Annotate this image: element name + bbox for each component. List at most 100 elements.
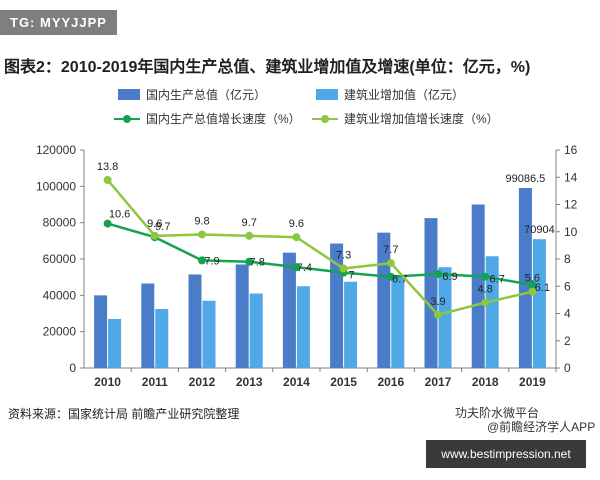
y-right-tick-label: 6 — [564, 279, 571, 293]
construction-bar — [438, 267, 452, 368]
watermark-url: www.bestimpression.net — [426, 440, 586, 468]
gdp-growth-line — [107, 222, 533, 287]
legend-label-con-bar: 建筑业增加值（亿元） — [344, 88, 465, 102]
gdp-bar — [424, 218, 438, 368]
construction-growth-point — [434, 310, 442, 319]
construction-growth-point — [481, 298, 490, 307]
gdp-growth-point — [386, 272, 395, 281]
legend-gdp-line: 国内生产总值增长速度（%） — [114, 110, 301, 127]
gdp-bar — [282, 252, 296, 368]
gdp-bar — [235, 264, 249, 368]
legend-label-gdp-line: 国内生产总值增长速度（%） — [146, 112, 301, 126]
construction-bar — [485, 256, 499, 368]
construction-growth-value-label: 9.7 — [242, 217, 257, 229]
y-right-tick-label: 2 — [564, 334, 571, 348]
gdp-growth-value-label: 6.1 — [535, 282, 550, 294]
construction-growth-line — [106, 179, 533, 317]
gdp-growth-point — [103, 219, 112, 228]
gdp-bar — [471, 204, 485, 368]
gdp-growth-value-label: 7 — [349, 270, 355, 282]
construction-growth-value-label: 9.7 — [155, 221, 170, 233]
gdp-growth-point — [434, 269, 442, 278]
x-tick-label: 2017 — [425, 375, 452, 389]
x-tick-label: 2011 — [142, 375, 168, 389]
construction-bar — [296, 286, 310, 368]
y-right-tick-label: 12 — [564, 198, 578, 212]
gdp-bar — [518, 187, 532, 368]
x-tick-label: 2015 — [330, 375, 357, 389]
y-right-tick-label: 0 — [564, 361, 571, 375]
x-tick-label: 2010 — [94, 375, 121, 389]
construction-growth-point — [150, 231, 159, 240]
gdp-growth-point — [292, 263, 301, 272]
construction-bar — [532, 239, 546, 368]
y-right-tick-label: 10 — [564, 225, 578, 239]
legend-con-line: 建筑业增加值增长速度（%） — [312, 110, 499, 127]
gdp-growth-point — [198, 256, 206, 265]
gdp-growth-value-label: 10.6 — [109, 209, 130, 221]
construction-growth-value-label: 9.8 — [194, 215, 209, 227]
legend-gdp-bar: 国内生产总值（亿元） — [118, 86, 266, 103]
y-left-tick-label: 100000 — [36, 179, 76, 193]
construction-growth-value-label: 9.6 — [289, 218, 304, 230]
construction-growth-value-label: 7.7 — [383, 244, 398, 256]
y-left-tick-label: 40000 — [43, 288, 77, 302]
construction-growth-point — [198, 230, 206, 239]
chart-title: 图表2：2010-2019年国内生产总值、建筑业增加值及增速(单位：亿元，%) — [4, 59, 531, 76]
bar-value-label: 70904 — [524, 224, 555, 236]
x-tick-label: 2014 — [283, 375, 310, 389]
construction-growth-point — [528, 287, 537, 296]
legend-con-bar: 建筑业增加值（亿元） — [316, 86, 464, 103]
x-tick-label: 2016 — [377, 375, 404, 389]
y-left-tick-label: 20000 — [43, 325, 77, 339]
construction-bar — [155, 308, 169, 368]
construction-bar — [391, 277, 405, 368]
construction-growth-point — [245, 231, 254, 240]
construction-growth-value-label: 4.8 — [478, 284, 493, 296]
construction-growth-value-label: 13.8 — [97, 161, 118, 173]
gdp-growth-value-label: 6.7 — [490, 274, 505, 286]
y-right-tick-label: 8 — [564, 252, 571, 266]
legend-swatch-gdp-bar — [118, 89, 140, 100]
source-note: 资料来源：国家统计局 前瞻产业研究院整理 — [8, 407, 240, 421]
y-left-tick-label: 120000 — [36, 143, 76, 157]
construction-bar — [108, 318, 122, 368]
legend-label-con-line: 建筑业增加值增长速度（%） — [344, 112, 499, 126]
gdp-growth-value-label: 7.9 — [204, 255, 219, 267]
construction-growth-point — [292, 233, 301, 242]
watermark-tag: TG: MYYJJPP — [0, 10, 117, 35]
x-tick-label: 2019 — [519, 375, 546, 389]
gdp-growth-point — [245, 257, 254, 266]
construction-growth-point — [386, 259, 395, 268]
construction-bar — [344, 281, 358, 368]
y-right-tick-label: 4 — [564, 307, 571, 321]
watermark-app: @前瞻经济学人APP — [487, 420, 596, 434]
legend-swatch-gdp-line — [114, 114, 140, 123]
y-right-tick-label: 16 — [564, 143, 578, 157]
watermark-account: 功夫阶水微平台 — [455, 406, 540, 420]
construction-growth-point — [103, 175, 112, 184]
construction-growth-value-label: 5.6 — [525, 273, 540, 285]
gdp-bar — [377, 232, 391, 368]
gdp-growth-point — [528, 280, 537, 289]
x-tick-label: 2018 — [472, 375, 499, 389]
construction-bar — [202, 300, 216, 368]
legend-swatch-con-line — [312, 114, 338, 123]
gdp-bar — [141, 283, 155, 368]
bar-value-label: 99086.5 — [506, 173, 546, 185]
gdp-growth-value-label: 6.9 — [442, 271, 457, 283]
x-tick-label: 2013 — [236, 375, 263, 389]
y-left-tick-label: 80000 — [43, 216, 77, 230]
legend-swatch-con-bar — [316, 89, 338, 100]
y-right-tick-label: 14 — [564, 170, 578, 184]
construction-growth-value-label: 3.9 — [430, 296, 445, 308]
gdp-growth-value-label: 9.6 — [147, 218, 162, 230]
x-tick-label: 2012 — [189, 375, 216, 389]
construction-growth-value-label: 7.3 — [336, 250, 351, 262]
construction-growth-point — [339, 264, 348, 273]
gdp-bar — [94, 295, 108, 368]
y-left-tick-label: 0 — [69, 361, 76, 375]
gdp-growth-value-label: 7.4 — [297, 262, 312, 274]
gdp-bar — [188, 274, 202, 368]
